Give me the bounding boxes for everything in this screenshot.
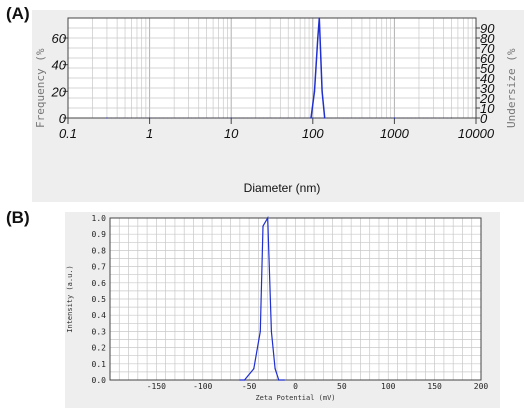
chart-a-particle-size: 0.1 1 10 100 1000 100000204060010203040506070… (32, 10, 524, 202)
y-tick-label: 0.3 (92, 327, 107, 336)
x-tick-label: 0 (293, 382, 298, 391)
y-tick-label: 0.9 (92, 230, 107, 239)
y-right-tick-label: 90 (480, 21, 495, 36)
y-tick-label: 0.4 (92, 311, 107, 320)
series-line-0 (239, 215, 285, 381)
data-point (259, 330, 261, 332)
panel-label-b: (B) (6, 208, 30, 227)
y-axis-label-right: Undersize (% (505, 48, 518, 128)
data-point (318, 17, 320, 19)
x-tick-label: 10 (224, 126, 239, 141)
data-point (324, 117, 326, 119)
y-tick-label: 40 (52, 58, 67, 73)
data-point (262, 225, 264, 227)
data-point (270, 330, 272, 332)
y-right-tick-label: 50 (480, 61, 495, 76)
x-tick-label: 100 (381, 382, 396, 391)
y-right-tick-label: 0 (480, 111, 488, 126)
x-tick-label: 10000 (458, 126, 495, 141)
data-point (321, 90, 323, 92)
data-point (393, 117, 395, 119)
x-tick-label: 0.1 (59, 126, 77, 141)
data-point (313, 90, 316, 92)
data-point (267, 217, 269, 219)
chart-b-plot-area (110, 218, 481, 380)
x-tick-label: 1 (146, 126, 153, 141)
chart-b-background (65, 212, 500, 408)
data-point (312, 117, 314, 119)
y-right-tick-label: 60 (480, 51, 495, 66)
data-point (283, 379, 285, 381)
data-point (278, 379, 280, 381)
y-right-tick-label: 70 (480, 41, 495, 56)
x-tick-label: -50 (242, 382, 257, 391)
y-tick-label: 0.1 (92, 360, 107, 369)
data-point (253, 368, 255, 370)
y-tick-label: 60 (52, 31, 67, 46)
y-right-tick-label: 30 (480, 81, 495, 96)
y-right-tick-label: 40 (480, 71, 495, 86)
y-tick-label: 0.7 (92, 263, 107, 272)
panel-label-a: (A) (6, 4, 30, 23)
y-tick-label: 0 (59, 111, 67, 126)
y-tick-label: 0.8 (92, 246, 107, 255)
y-tick-label: 0.6 (92, 279, 107, 288)
y-right-tick-label: 80 (480, 31, 495, 46)
y-tick-label: 0.5 (92, 295, 107, 304)
y-right-tick-label: 10 (480, 101, 495, 116)
y-tick-label: 0.2 (92, 344, 107, 353)
data-point (239, 379, 241, 381)
x-tick-label: 200 (474, 382, 489, 391)
y-axis-label: Intensity (a.u.) (66, 265, 74, 332)
y-tick-label: 0.0 (92, 376, 107, 385)
y-right-tick-label: 20 (479, 91, 495, 106)
data-point (106, 117, 108, 119)
x-tick-label: 100 (302, 126, 324, 141)
data-point (450, 117, 453, 119)
data-point (149, 117, 151, 119)
x-tick-label: -100 (193, 382, 212, 391)
x-tick-label: -150 (147, 382, 166, 391)
y-axis-label: Frequency (% (34, 48, 47, 128)
x-tick-label: 150 (427, 382, 442, 391)
series-line-0 (310, 17, 326, 119)
x-axis-label: Diameter (nm) (244, 181, 321, 195)
x-tick-label: 1000 (380, 126, 410, 141)
data-point (243, 379, 246, 381)
y-tick-label: 20 (51, 84, 67, 99)
x-axis-label: Zeta Potential (mV) (255, 394, 335, 402)
x-tick-label: 50 (337, 382, 347, 391)
data-point (230, 117, 232, 119)
data-point (274, 368, 276, 370)
chart-b-frame (109, 217, 482, 381)
data-point (317, 37, 319, 39)
y-tick-label: 1.0 (92, 214, 107, 223)
